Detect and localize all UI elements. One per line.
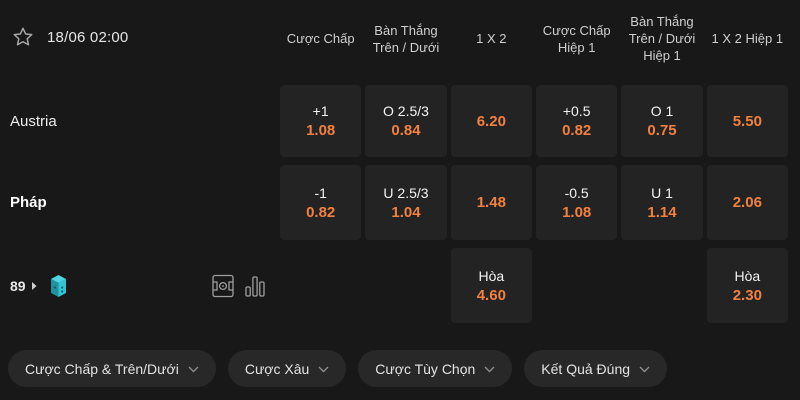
filter-chip-custom[interactable]: Cược Tùy Chọn bbox=[358, 350, 513, 387]
filter-chip-correct-score[interactable]: Kết Quả Đúng bbox=[524, 350, 668, 387]
odds-value: 2.06 bbox=[732, 194, 762, 211]
odds-value: 6.20 bbox=[476, 112, 506, 130]
handicap-line: +0.5 bbox=[562, 103, 591, 119]
odds-cell-draw-1x2-h1[interactable]: Hòa 2.30 bbox=[706, 248, 788, 323]
draw-label: Hòa bbox=[478, 267, 505, 284]
odds-cell-draw-1x2[interactable]: Hòa 4.60 bbox=[450, 248, 532, 323]
filter-chip-handicap-ou[interactable]: Cược Chấp & Trên/Dưới bbox=[8, 350, 216, 387]
odds-cell-phap-handicap[interactable]: -1 0.82 bbox=[280, 165, 362, 240]
over-under-line: U 2.5/3 bbox=[383, 184, 429, 201]
odds-cell-phap-1x2-h1[interactable]: 2.06 bbox=[706, 165, 788, 240]
teal-cube-icon[interactable] bbox=[38, 274, 67, 297]
chevron-down-icon bbox=[188, 366, 199, 372]
draw-label: Hòa bbox=[734, 267, 761, 284]
odds-value: 2.30 bbox=[732, 286, 762, 304]
handicap-line: -0.5 bbox=[564, 184, 589, 201]
bar-chart-icon[interactable] bbox=[245, 274, 265, 298]
odds-value: 1.04 bbox=[391, 203, 421, 221]
match-datetime: 18/06 02:00 bbox=[47, 28, 129, 46]
handicap-line: +1 bbox=[312, 103, 329, 119]
odds-value: 5.50 bbox=[732, 112, 762, 130]
handicap-line: -1 bbox=[314, 184, 327, 201]
odds-cell-austria-handicap-h1[interactable]: +0.5 0.82 bbox=[536, 85, 618, 157]
match-tools bbox=[212, 248, 265, 323]
column-header-over-under-h1: Bàn Thắng Trên / Dưới Hiệp 1 bbox=[628, 14, 696, 63]
odds-value: 1.08 bbox=[306, 122, 336, 139]
empty-cell bbox=[280, 248, 361, 323]
odds-cell-phap-1x2[interactable]: 1.48 bbox=[450, 165, 532, 240]
football-pitch-icon[interactable] bbox=[212, 274, 234, 298]
odds-cell-austria-handicap[interactable]: +1 1.08 bbox=[280, 85, 362, 157]
more-markets[interactable]: 89 bbox=[10, 248, 67, 323]
filter-chip-label: Kết Quả Đúng bbox=[541, 360, 631, 377]
odds-value: 0.82 bbox=[562, 122, 592, 139]
odds-value: 0.75 bbox=[647, 122, 677, 139]
odds-value: 1.08 bbox=[562, 203, 592, 221]
odds-cell-austria-over-h1[interactable]: O 1 0.75 bbox=[621, 85, 703, 157]
odds-cell-austria-1x2[interactable]: 6.20 bbox=[450, 85, 532, 157]
caret-right-icon bbox=[26, 281, 38, 291]
over-under-line: U 1 bbox=[651, 184, 673, 201]
team-name-away: Pháp bbox=[10, 194, 47, 211]
chevron-down-icon bbox=[639, 366, 650, 372]
filter-chip-label: Cược Tùy Chọn bbox=[375, 360, 476, 377]
match-info: 18/06 02:00 bbox=[12, 26, 128, 48]
filter-chip-parlay[interactable]: Cược Xâu bbox=[227, 350, 347, 387]
odds-cell-phap-under[interactable]: U 2.5/3 1.04 bbox=[365, 165, 447, 240]
over-under-line: O 1 bbox=[650, 103, 674, 119]
favorite-star-icon[interactable] bbox=[12, 26, 34, 48]
team-name-home: Austria bbox=[10, 113, 57, 130]
column-header-handicap-h1: Cược Chấp Hiệp 1 bbox=[542, 22, 611, 55]
odds-value: 1.14 bbox=[647, 203, 677, 221]
odds-cell-austria-1x2-h1[interactable]: 5.50 bbox=[706, 85, 788, 157]
column-header-over-under: Bàn Thắng Trên / Dưới bbox=[372, 22, 440, 55]
odds-value: 0.82 bbox=[306, 203, 336, 221]
over-under-line: O 2.5/3 bbox=[383, 103, 429, 119]
odds-cell-phap-under-h1[interactable]: U 1 1.14 bbox=[621, 165, 703, 240]
chevron-down-icon bbox=[484, 366, 495, 372]
column-header-1x2: 1 X 2 bbox=[476, 31, 507, 46]
filter-chip-label: Cược Xâu bbox=[244, 360, 310, 377]
market-count: 89 bbox=[10, 277, 26, 294]
empty-cell bbox=[536, 248, 617, 323]
column-header-handicap: Cược Chấp bbox=[286, 31, 355, 46]
column-header-1x2-h1: 1 X 2 Hiệp 1 bbox=[711, 31, 784, 46]
odds-value: 0.84 bbox=[391, 122, 421, 139]
chevron-down-icon bbox=[318, 366, 329, 372]
odds-value: 1.48 bbox=[476, 194, 506, 211]
odds-cell-austria-over[interactable]: O 2.5/3 0.84 bbox=[365, 85, 447, 157]
empty-cell bbox=[365, 248, 446, 323]
odds-value: 4.60 bbox=[476, 286, 506, 304]
filter-chip-label: Cược Chấp & Trên/Dưới bbox=[25, 360, 179, 377]
empty-cell bbox=[621, 248, 702, 323]
bet-filter-bar: Cược Chấp & Trên/Dưới Cược Xâu Cược Tùy … bbox=[8, 350, 668, 387]
odds-cell-phap-handicap-h1[interactable]: -0.5 1.08 bbox=[536, 165, 618, 240]
odds-grid: Cược Chấp Bàn Thắng Trên / Dưới 1 X 2 Cư… bbox=[280, 0, 788, 323]
